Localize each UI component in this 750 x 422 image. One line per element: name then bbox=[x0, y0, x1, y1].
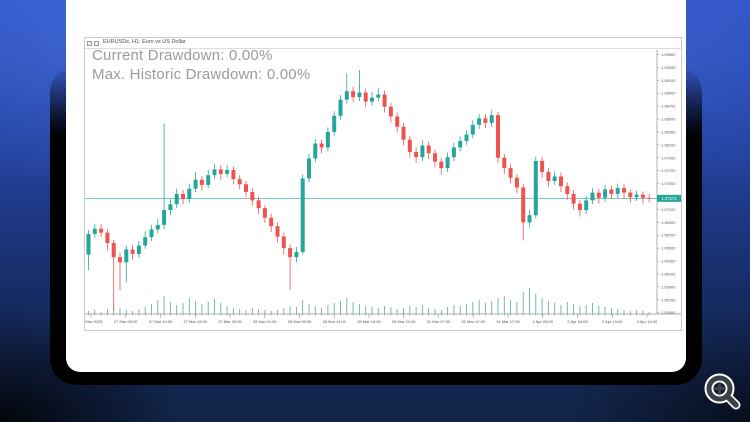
candlestick-chart: 1.09500 1.09300 1.09100 1.08900 1.08700 1.085… bbox=[85, 50, 681, 324]
svg-text:1.09300: 1.09300 bbox=[661, 65, 676, 70]
svg-text:28 Mar 11:00: 28 Mar 11:00 bbox=[323, 319, 347, 324]
current-drawdown-text: Current Drawdown: 0.00% bbox=[92, 47, 273, 64]
svg-text:1.07700: 1.07700 bbox=[661, 168, 676, 173]
svg-text:1.06900: 1.06900 bbox=[661, 220, 676, 225]
svg-text:1.07100: 1.07100 bbox=[661, 207, 676, 212]
svg-text:1 Apr 08:00: 1 Apr 08:00 bbox=[533, 319, 554, 324]
zoom-in-button[interactable] bbox=[700, 370, 745, 415]
svg-text:28 Mar 21:00: 28 Mar 21:00 bbox=[392, 319, 416, 324]
svg-text:1.06100: 1.06100 bbox=[661, 271, 676, 276]
svg-text:1.09500: 1.09500 bbox=[661, 52, 676, 57]
svg-text:27 Mar 10:00: 27 Mar 10:00 bbox=[149, 319, 173, 324]
chart-title: EURUSDx, H1: Euro vs US Dollar bbox=[103, 39, 186, 46]
svg-text:27 Mar 05:00: 27 Mar 05:00 bbox=[114, 319, 138, 324]
svg-text:1.08500: 1.08500 bbox=[661, 117, 676, 122]
svg-text:1.05500: 1.05500 bbox=[661, 310, 676, 315]
window-box-icon bbox=[87, 40, 92, 46]
svg-text:1.05900: 1.05900 bbox=[661, 284, 676, 289]
screenshot-card: EURUSDx, H1: Euro vs US Dollar 1.09500 1.… bbox=[66, 0, 686, 372]
svg-text:1.08900: 1.08900 bbox=[661, 91, 676, 96]
svg-text:31 Mar 12:00: 31 Mar 12:00 bbox=[461, 319, 485, 324]
drawdown-overlay: Current Drawdown: 0.00% Max. Historic Dr… bbox=[92, 46, 310, 84]
chart-window: EURUSDx, H1: Euro vs US Dollar 1.09500 1.… bbox=[84, 37, 682, 331]
svg-text:1.06700: 1.06700 bbox=[661, 233, 676, 238]
svg-text:31 Mar 17:00: 31 Mar 17:00 bbox=[496, 319, 520, 324]
svg-text:3 Apr 14:00: 3 Apr 14:00 bbox=[637, 319, 658, 324]
window-box-icon bbox=[94, 40, 99, 46]
magnifier-plus-icon bbox=[704, 373, 741, 410]
svg-text:1.05700: 1.05700 bbox=[661, 297, 676, 302]
svg-text:1.07500: 1.07500 bbox=[661, 181, 676, 186]
svg-text:1.09100: 1.09100 bbox=[661, 78, 676, 83]
svg-text:1.07271: 1.07271 bbox=[661, 196, 677, 201]
svg-text:28 Mar 06:00: 28 Mar 06:00 bbox=[288, 319, 312, 324]
svg-text:28 Mar 16:00: 28 Mar 16:00 bbox=[357, 319, 381, 324]
svg-text:1.08700: 1.08700 bbox=[661, 104, 676, 109]
svg-text:28 Mar 01:00: 28 Mar 01:00 bbox=[253, 319, 277, 324]
svg-text:1.08300: 1.08300 bbox=[661, 129, 676, 134]
svg-text:1.08100: 1.08100 bbox=[661, 142, 676, 147]
svg-text:27 Mar 2025: 27 Mar 2025 bbox=[85, 319, 103, 324]
svg-text:2 Apr 19:00: 2 Apr 19:00 bbox=[602, 319, 623, 324]
svg-text:31 Mar 07:00: 31 Mar 07:00 bbox=[427, 319, 451, 324]
svg-text:1.07900: 1.07900 bbox=[661, 155, 676, 160]
svg-text:2 Apr 04:00: 2 Apr 04:00 bbox=[567, 319, 588, 324]
svg-text:27 Mar 15:00: 27 Mar 15:00 bbox=[183, 319, 207, 324]
svg-text:27 Mar 20:00: 27 Mar 20:00 bbox=[218, 319, 242, 324]
svg-text:1.06500: 1.06500 bbox=[661, 246, 676, 251]
chart-titlebar: EURUSDx, H1: Euro vs US Dollar bbox=[85, 38, 681, 49]
max-drawdown-text: Max. Historic Drawdown: 0.00% bbox=[92, 66, 311, 83]
svg-text:1.06300: 1.06300 bbox=[661, 259, 676, 264]
